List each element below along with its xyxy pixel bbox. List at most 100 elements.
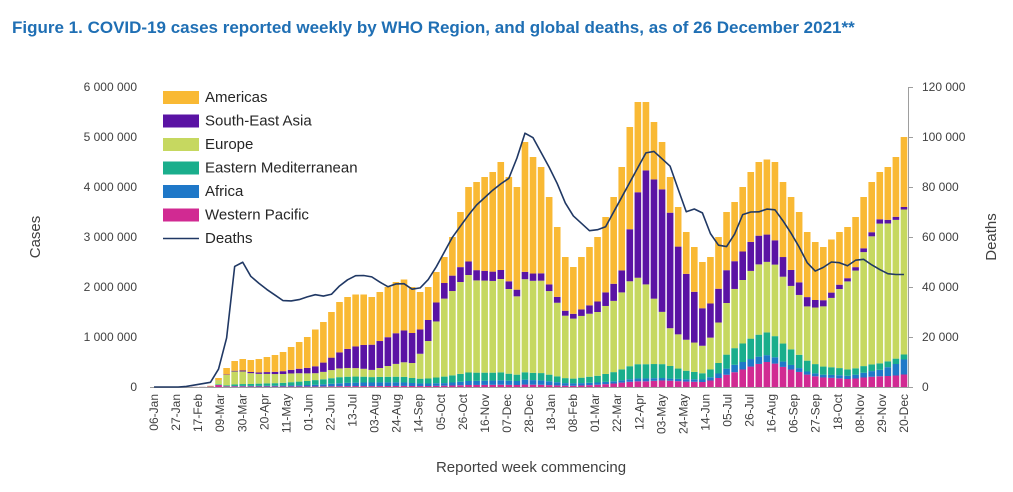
bar-segment (400, 330, 408, 363)
bar-segment (441, 376, 448, 384)
bar-segment (731, 202, 738, 262)
y-tick-label: 4 000 000 (84, 180, 138, 194)
bar-segment (247, 383, 255, 386)
bar-segment (594, 301, 601, 312)
bar-segment (352, 346, 359, 369)
bar-segment (303, 337, 311, 368)
x-tick-label: 09-Mar (213, 394, 227, 432)
bar-segment (223, 368, 230, 375)
bar-segment (795, 371, 803, 387)
bar-segment (392, 363, 400, 377)
bar-segment (739, 251, 746, 280)
bar-segment (852, 267, 859, 271)
bar-segment (570, 383, 577, 386)
bar-segment (723, 354, 730, 369)
bar-segment (239, 370, 247, 372)
bar-segment (328, 370, 335, 379)
bar-segment (666, 378, 674, 381)
bar-segment (892, 216, 900, 220)
y-tick-label: 3 000 000 (84, 230, 138, 244)
x-tick-label: 16-Aug (765, 394, 779, 433)
x-tick-label: 12-Apr (632, 394, 646, 430)
y2-tick-label: 0 (922, 380, 929, 394)
bar-segment (521, 372, 529, 380)
bar-segment (344, 382, 351, 387)
bar-segment (352, 294, 359, 347)
bar-segment (642, 170, 650, 285)
bar-segment (312, 380, 319, 385)
bar-segment (811, 376, 819, 387)
bar-segment (328, 378, 335, 384)
deaths-line-layer (154, 132, 904, 388)
bar-segment (537, 380, 545, 385)
bar-segment (650, 298, 658, 365)
bar-segment (432, 302, 440, 322)
bar-segment (795, 294, 803, 355)
bar-segment (497, 270, 505, 279)
bar-segment (731, 288, 738, 349)
bar-segment (626, 366, 634, 380)
bar-segment (658, 311, 666, 365)
bar-segment (836, 378, 843, 387)
bar-segment (497, 384, 505, 387)
bar-segment (739, 280, 746, 344)
bar-segment (271, 386, 279, 387)
bar-segment (763, 361, 771, 387)
bar-segment (271, 385, 279, 387)
bar-segment (320, 322, 327, 363)
bar-segment (682, 379, 690, 382)
x-tick-label: 14-Jun (699, 394, 713, 431)
bar-segment (820, 300, 827, 307)
axes-layer: 0 1 000 000 2 000 000 3 000 000 4 000 000 5 0… (84, 80, 966, 434)
bar-segment (328, 312, 335, 358)
bar-segment (239, 359, 247, 371)
bar-segment (868, 364, 876, 372)
bar-segment (884, 367, 892, 376)
bar-segment (820, 377, 827, 387)
bar-segment (836, 289, 843, 369)
bar-segment (610, 383, 617, 387)
bar-segment (739, 343, 746, 362)
bar-segment (449, 237, 456, 276)
bar-segment (320, 379, 327, 385)
bar-segment (658, 380, 666, 387)
bar-segment (586, 305, 593, 314)
bar-segment (255, 373, 263, 384)
x-tick-label: 26-Oct (456, 393, 470, 430)
bar-segment (626, 281, 634, 367)
bar-segment (424, 386, 432, 387)
bar-segment (457, 282, 464, 374)
bar-segment (239, 386, 247, 387)
bar-segment (553, 385, 561, 387)
bar-segment (570, 378, 577, 384)
bar-segment (537, 384, 545, 387)
bar-segment (223, 374, 230, 386)
bar-segment (779, 361, 787, 367)
bar-segment (682, 339, 690, 371)
bar-segment (215, 384, 222, 385)
bar-segment (836, 284, 843, 290)
bar-segment (312, 366, 319, 374)
bar-segment (876, 219, 884, 224)
bar-segment (755, 264, 763, 335)
x-tick-label: 30-Mar (235, 394, 249, 432)
bar-segment (400, 362, 408, 377)
legend-swatch (163, 208, 199, 222)
legend-swatch (163, 185, 199, 198)
bar-segment (795, 368, 803, 372)
bar-segment (561, 385, 569, 387)
bar-segment (707, 380, 714, 387)
y-tick-label: 2 000 000 (84, 280, 138, 294)
bar-segment (279, 371, 287, 374)
bar-segment (529, 280, 537, 373)
bar-segment (489, 380, 497, 385)
x-tick-label: 06-Sep (787, 394, 801, 433)
bar-segment (376, 386, 384, 387)
bar-segment (223, 385, 230, 387)
bar-segment (561, 378, 569, 384)
legend-label: Europe (205, 136, 253, 153)
bar-segment (900, 137, 908, 207)
bar-segment (787, 269, 795, 286)
bar-segment (303, 385, 311, 387)
bar-segment (441, 257, 448, 283)
